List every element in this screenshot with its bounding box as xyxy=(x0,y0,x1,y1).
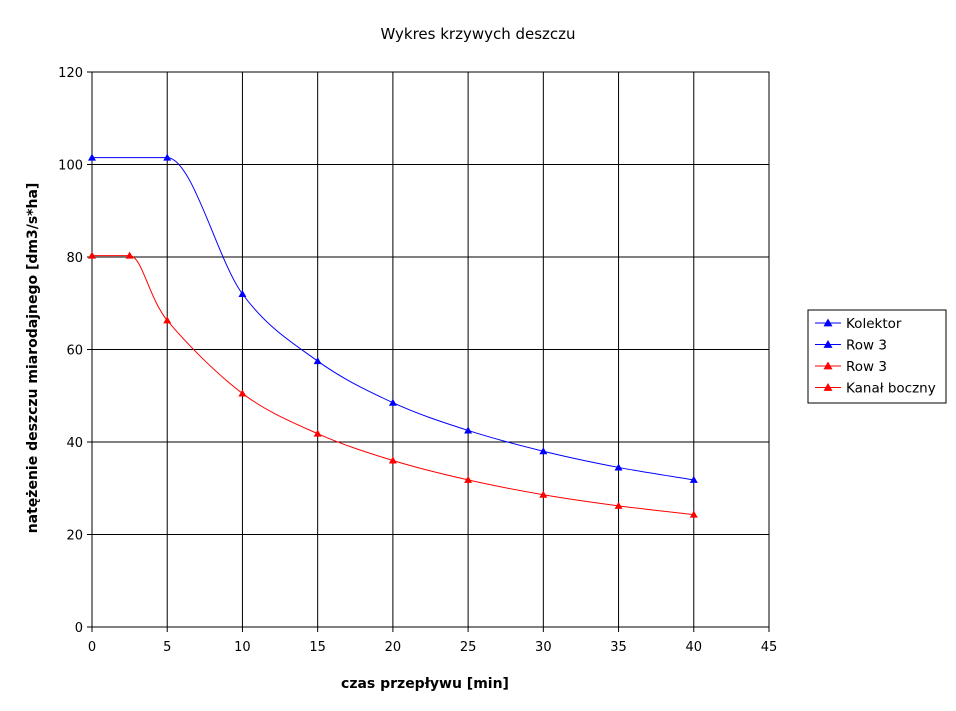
data-point-marker xyxy=(125,251,134,259)
y-tick-label: 0 xyxy=(75,621,83,636)
x-tick-label: 15 xyxy=(309,640,326,655)
legend-marker xyxy=(823,383,833,391)
y-tick-label: 20 xyxy=(66,529,83,544)
x-tick-label: 20 xyxy=(385,640,402,655)
legend-marker xyxy=(823,340,833,348)
legend-marker xyxy=(823,361,833,370)
data-point-marker xyxy=(388,398,397,406)
x-tick-label: 45 xyxy=(761,640,778,655)
y-tick-label: 40 xyxy=(66,436,83,451)
series-line xyxy=(92,157,694,481)
y-tick-label: 100 xyxy=(58,159,83,174)
data-point-marker xyxy=(313,357,322,365)
data-point-marker xyxy=(388,456,397,464)
data-point-marker xyxy=(238,389,247,397)
x-tick-label: 25 xyxy=(460,640,477,655)
legend: Kolektor Row 3 Row 3 Kanał boczny xyxy=(807,309,947,404)
data-point-marker xyxy=(464,426,473,434)
data-point-marker xyxy=(539,490,548,498)
x-tick-label: 0 xyxy=(88,640,96,655)
x-tick-label: 35 xyxy=(610,640,627,655)
legend-label: Row 3 xyxy=(846,359,887,375)
x-tick-label: 30 xyxy=(535,640,552,655)
data-point-marker xyxy=(689,510,698,518)
series-0 xyxy=(88,153,698,483)
data-point-marker xyxy=(88,153,96,161)
x-tick-label: 5 xyxy=(163,640,171,655)
x-axis-ticks: 0 5 10 15 20 25 30 35 40 45 xyxy=(88,627,777,655)
y-axis-label: natężenie deszczu miarodajnego [dm3/s*ha… xyxy=(25,183,41,534)
data-point-marker xyxy=(689,475,698,483)
series-line xyxy=(92,255,694,516)
x-tick-label: 10 xyxy=(234,640,251,655)
y-tick-label: 60 xyxy=(66,344,83,359)
legend-label: Kolektor xyxy=(846,316,902,332)
y-tick-label: 120 xyxy=(58,66,83,81)
x-axis-label: czas przepływu [min] xyxy=(341,676,509,692)
legend-label: Row 3 xyxy=(846,338,887,354)
legend-marker xyxy=(823,318,833,327)
data-point-marker xyxy=(614,463,623,471)
chart-title: Wykres krzywych deszczu xyxy=(380,25,575,43)
series-3 xyxy=(88,251,698,518)
x-tick-label: 40 xyxy=(686,640,703,655)
data-point-marker xyxy=(614,501,623,509)
data-point-marker xyxy=(238,290,247,297)
data-point-marker xyxy=(313,429,322,437)
data-point-marker xyxy=(163,153,172,161)
y-axis-ticks: 0 20 40 60 80 100 120 xyxy=(58,66,92,636)
data-point-marker xyxy=(163,316,172,324)
data-point-marker xyxy=(464,475,473,483)
data-point-marker xyxy=(539,447,548,455)
data-point-marker xyxy=(88,251,96,259)
series xyxy=(88,153,698,518)
legend-label: Kanał boczny xyxy=(846,381,936,397)
y-tick-label: 80 xyxy=(66,251,83,266)
